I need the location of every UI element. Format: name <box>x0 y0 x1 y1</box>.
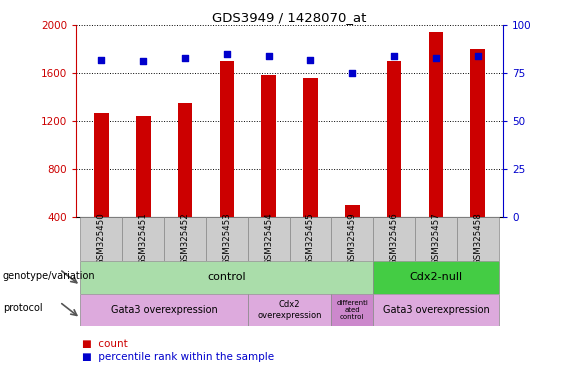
Text: control: control <box>207 272 246 283</box>
Bar <box>345 205 359 265</box>
Bar <box>80 217 122 261</box>
Bar <box>429 32 444 265</box>
Bar <box>80 261 373 294</box>
Bar <box>164 217 206 261</box>
Title: GDS3949 / 1428070_at: GDS3949 / 1428070_at <box>212 11 367 24</box>
Bar <box>262 75 276 265</box>
Point <box>97 56 106 63</box>
Bar <box>332 217 373 261</box>
Bar <box>415 217 457 261</box>
Text: Gata3 overexpression: Gata3 overexpression <box>383 305 489 315</box>
Bar <box>332 294 373 326</box>
Point <box>432 55 441 61</box>
Point <box>264 53 273 59</box>
Point <box>390 53 399 59</box>
Text: GSM325451: GSM325451 <box>138 213 147 265</box>
Point <box>473 53 483 59</box>
Text: protocol: protocol <box>3 303 42 313</box>
Text: GSM325454: GSM325454 <box>264 213 273 265</box>
Bar <box>80 294 247 326</box>
Text: GSM325457: GSM325457 <box>432 213 441 265</box>
Bar <box>122 217 164 261</box>
Bar <box>247 217 290 261</box>
Text: Cdx2-null: Cdx2-null <box>410 272 463 283</box>
Point <box>222 51 231 57</box>
Bar <box>177 103 192 265</box>
Text: Gata3 overexpression: Gata3 overexpression <box>111 305 218 315</box>
Text: differenti
ated
control: differenti ated control <box>336 300 368 320</box>
Bar <box>247 294 332 326</box>
Text: GSM325459: GSM325459 <box>348 213 357 265</box>
Bar <box>220 61 234 265</box>
Bar <box>94 113 108 265</box>
Text: genotype/variation: genotype/variation <box>3 271 95 281</box>
Point <box>180 55 189 61</box>
Text: GSM325456: GSM325456 <box>390 213 399 265</box>
Bar <box>471 49 485 265</box>
Point <box>138 58 147 65</box>
Text: GSM325455: GSM325455 <box>306 213 315 265</box>
Bar <box>206 217 247 261</box>
Text: ■  count: ■ count <box>82 339 128 349</box>
Text: GSM325452: GSM325452 <box>180 213 189 265</box>
Bar <box>457 217 499 261</box>
Text: GSM325458: GSM325458 <box>473 213 483 265</box>
Bar <box>373 294 499 326</box>
Text: Cdx2
overexpression: Cdx2 overexpression <box>257 300 322 320</box>
Bar <box>303 78 318 265</box>
Point <box>348 70 357 76</box>
Text: GSM325453: GSM325453 <box>223 213 231 265</box>
Point <box>306 56 315 63</box>
Bar <box>373 261 499 294</box>
Bar <box>373 217 415 261</box>
Text: ■  percentile rank within the sample: ■ percentile rank within the sample <box>82 352 274 362</box>
Text: GSM325450: GSM325450 <box>97 213 106 265</box>
Bar <box>387 61 402 265</box>
Bar <box>136 116 150 265</box>
Bar <box>289 217 332 261</box>
